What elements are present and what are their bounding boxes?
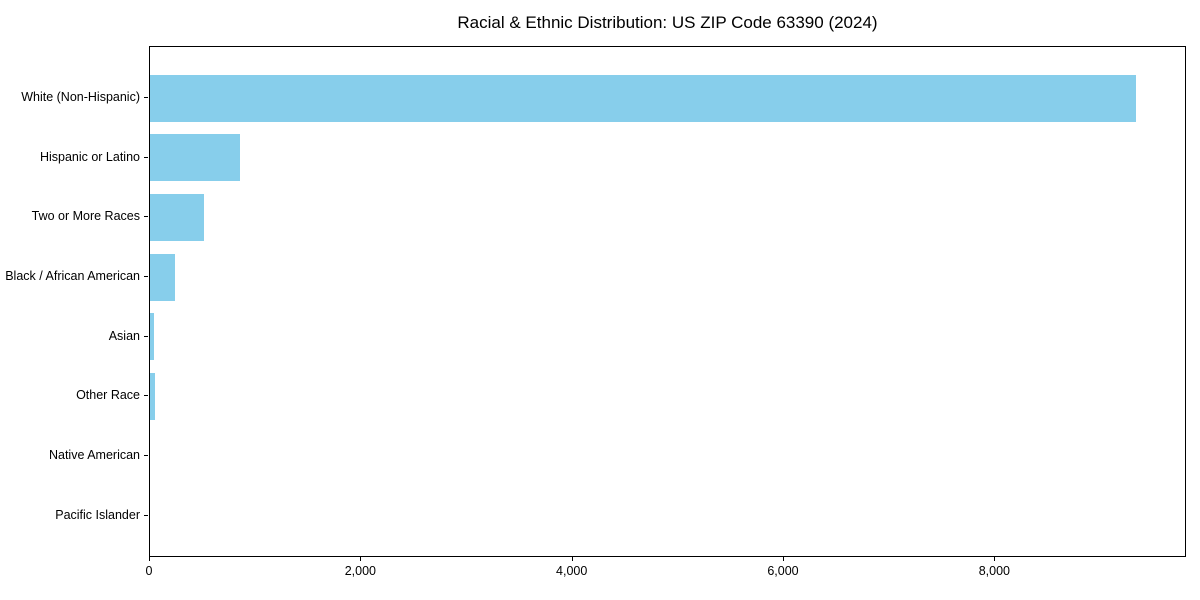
y-tick-label: Other Race	[76, 388, 140, 403]
y-tick-mark	[144, 335, 148, 337]
y-tick-label: Black / African American	[5, 269, 140, 283]
x-tick-label: 4,000	[556, 564, 588, 578]
chart-title: Racial & Ethnic Distribution: US ZIP Cod…	[457, 13, 878, 32]
x-tick-label: 2,000	[344, 564, 376, 578]
x-tick-label: 6,000	[767, 564, 799, 578]
y-tick-label: Native American	[48, 448, 140, 463]
bar	[150, 134, 241, 182]
y-tick-mark	[144, 395, 148, 397]
y-tick-label: White (Non-Hispanic)	[21, 90, 140, 104]
x-tick-label: 0	[145, 564, 153, 578]
x-tick-mark	[571, 557, 573, 561]
y-tick-mark	[144, 156, 148, 158]
x-tick-mark	[360, 557, 362, 561]
y-tick-label: Hispanic or Latino	[39, 149, 140, 164]
y-tick-mark	[144, 216, 148, 218]
y-tick-mark	[144, 455, 148, 457]
plot-area	[149, 46, 1186, 557]
bar	[150, 193, 204, 241]
x-tick-mark	[994, 557, 996, 561]
bar	[150, 253, 175, 301]
y-tick-mark	[144, 514, 148, 516]
x-tick-mark	[782, 557, 784, 561]
y-tick-label: Pacific Islander	[55, 507, 140, 522]
y-tick-mark	[144, 276, 148, 277]
x-tick-label: 8,000	[978, 564, 1010, 578]
bar	[150, 313, 154, 361]
y-tick-label: Two or More Races	[31, 209, 140, 224]
x-tick-mark	[149, 557, 150, 561]
bar	[150, 372, 155, 420]
bar	[150, 74, 1136, 122]
y-tick-mark	[144, 97, 148, 98]
y-tick-label: Asian	[108, 328, 140, 343]
